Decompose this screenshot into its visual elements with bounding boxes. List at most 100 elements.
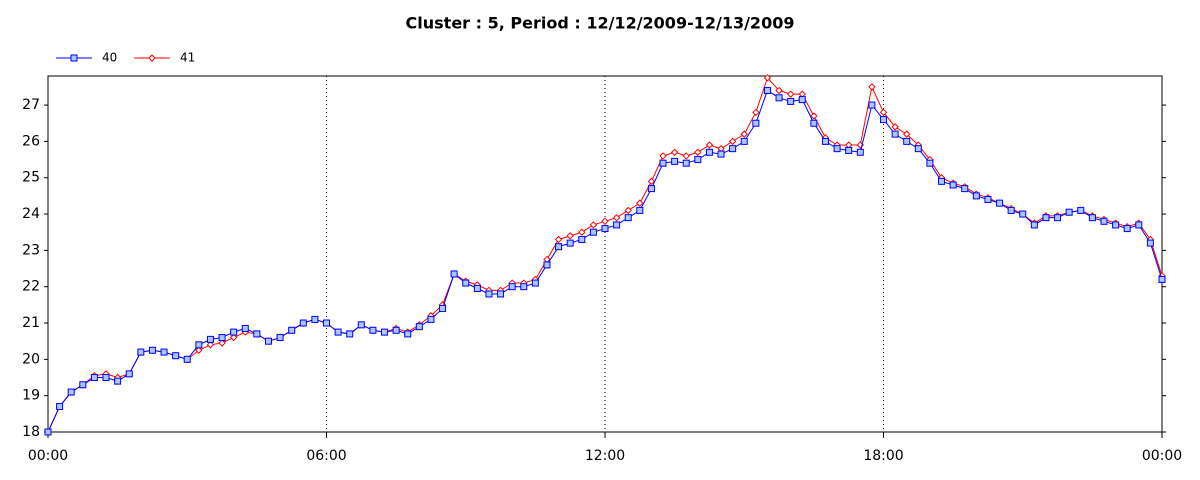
y-tick-label: 27 — [22, 97, 40, 113]
point — [555, 243, 563, 251]
y-tick-label: 26 — [22, 133, 40, 149]
point — [1088, 214, 1096, 222]
point — [125, 370, 133, 378]
point — [415, 323, 423, 331]
point — [253, 330, 261, 338]
point — [636, 199, 644, 207]
point — [740, 137, 748, 145]
point — [1065, 208, 1073, 216]
point — [56, 403, 64, 411]
point — [1042, 214, 1050, 222]
point — [427, 315, 435, 323]
point — [450, 270, 458, 278]
point — [357, 321, 365, 329]
x-tick-label: 00:00 — [1142, 448, 1182, 464]
point — [439, 304, 447, 312]
point — [671, 157, 679, 165]
point — [821, 137, 829, 145]
point — [613, 221, 621, 229]
point — [578, 235, 586, 243]
point — [914, 145, 922, 153]
point — [670, 148, 679, 156]
point — [601, 217, 609, 226]
point — [589, 228, 597, 236]
point — [728, 137, 737, 146]
point — [601, 225, 609, 233]
point — [381, 328, 389, 336]
y-tick-label: 19 — [22, 388, 40, 404]
y-tick-label: 21 — [22, 315, 40, 331]
point — [566, 239, 574, 247]
point — [241, 324, 249, 332]
point — [938, 177, 946, 185]
point — [880, 116, 887, 124]
point — [868, 83, 876, 91]
point — [624, 206, 632, 215]
point — [1158, 275, 1166, 283]
point — [612, 213, 621, 222]
point — [1135, 221, 1143, 229]
point — [845, 146, 853, 154]
point — [473, 285, 481, 293]
point — [531, 279, 539, 287]
point — [114, 377, 122, 385]
y-tick-label: 23 — [22, 242, 40, 258]
point — [949, 181, 957, 189]
point — [891, 123, 899, 131]
point — [1100, 217, 1108, 225]
point — [288, 326, 296, 334]
point — [566, 232, 574, 240]
point — [717, 150, 725, 158]
y-tick-label: 25 — [22, 170, 40, 186]
x-tick-label: 06:00 — [306, 448, 346, 464]
point — [752, 119, 760, 127]
point — [775, 94, 783, 102]
point — [1077, 206, 1085, 214]
legend-label: 40 — [102, 51, 117, 65]
point — [67, 388, 75, 396]
point — [705, 148, 713, 156]
point — [833, 145, 841, 153]
point — [90, 374, 98, 382]
point — [311, 315, 319, 323]
point — [740, 130, 748, 138]
point — [786, 90, 795, 98]
point — [694, 156, 702, 164]
point — [462, 279, 470, 287]
point — [659, 152, 667, 160]
point — [810, 112, 818, 120]
point — [775, 86, 783, 95]
point — [497, 290, 505, 298]
point — [137, 348, 145, 356]
point — [79, 381, 87, 389]
point — [1146, 239, 1154, 247]
point — [206, 335, 214, 343]
point — [903, 130, 911, 138]
point — [694, 148, 702, 156]
point — [520, 283, 528, 291]
y-tick-label: 20 — [22, 351, 40, 367]
point — [102, 374, 110, 382]
point — [554, 235, 563, 244]
point — [996, 199, 1004, 207]
point — [868, 101, 876, 109]
point — [705, 141, 714, 149]
point — [218, 339, 226, 347]
point — [276, 334, 284, 342]
point — [810, 119, 818, 127]
point — [485, 290, 493, 298]
point — [752, 108, 760, 117]
point — [647, 177, 656, 186]
point — [729, 145, 737, 153]
point — [972, 192, 980, 200]
point — [926, 159, 934, 167]
point — [404, 330, 412, 338]
point — [195, 341, 203, 349]
point — [903, 137, 911, 145]
point — [589, 221, 598, 229]
point — [230, 328, 238, 336]
point — [763, 87, 771, 95]
point — [961, 185, 969, 193]
point — [218, 334, 226, 342]
point — [229, 333, 238, 342]
